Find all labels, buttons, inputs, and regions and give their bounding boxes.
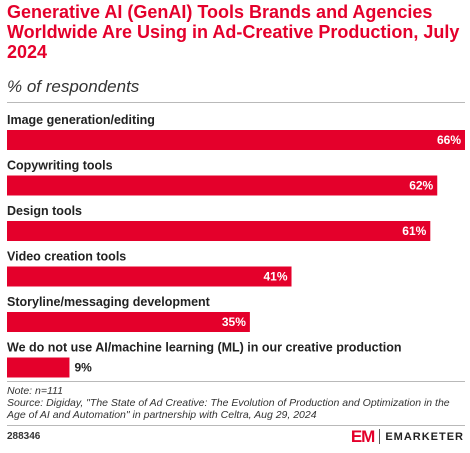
emarketer-logo: EM EMARKETER [351, 428, 464, 445]
category-label: Design tools [7, 204, 82, 218]
category-label: Storyline/messaging development [7, 295, 211, 309]
chart-subtitle: % of respondents [7, 77, 140, 96]
bar [7, 175, 438, 196]
bar [7, 357, 70, 378]
value-label: 9% [74, 361, 92, 375]
category-label: Copywriting tools [7, 159, 113, 173]
source-line-2: Age of AI and Automation" in partnership… [7, 409, 317, 421]
brand-mark: EM [350, 427, 375, 446]
brand-name: EMARKETER [385, 430, 464, 443]
chart-title: Generative AI (GenAI) Tools Brands and A… [7, 2, 460, 62]
source-line-1: Source: Digiday, "The State of Ad Creati… [7, 397, 450, 409]
brand-separator [379, 429, 381, 444]
value-label: 41% [263, 270, 287, 284]
value-label: 61% [402, 224, 426, 238]
bar-chart: Image generation/editing 66% Copywriting t… [7, 113, 465, 378]
bar [7, 266, 292, 287]
category-label: We do not use AI/machine learning (ML) i… [7, 341, 401, 355]
top-divider [7, 102, 465, 103]
value-label: 62% [409, 179, 433, 193]
value-label: 66% [437, 133, 461, 147]
category-label: Image generation/editing [7, 113, 155, 127]
footer-divider [7, 381, 465, 382]
category-label: Video creation tools [7, 250, 126, 264]
bar [7, 312, 250, 332]
chart-notes: Note: n=111 Source: Digiday, "The State … [7, 385, 467, 421]
sample-note: Note: n=111 [7, 385, 63, 397]
value-label: 35% [222, 315, 246, 329]
bottom-divider [7, 425, 465, 426]
bar [7, 221, 431, 241]
chart-id: 288346 [7, 431, 41, 442]
bar [7, 130, 465, 150]
